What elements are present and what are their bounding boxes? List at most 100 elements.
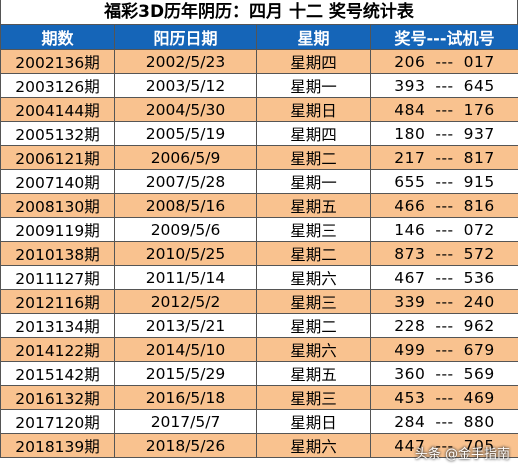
test-number: 962 [463,316,495,335]
cell-date: 2015/5/29 [114,361,257,386]
cell-date: 2011/5/14 [114,265,257,290]
number-separator: --- [435,436,454,455]
cell-numbers: 447 --- 705 [370,433,518,458]
number-separator: --- [435,52,454,71]
test-number: 469 [463,388,495,407]
table-row: 2005132期 2005/5/19 星期四 180 --- 937 [0,121,518,146]
table-row: 2014122期 2014/5/10 星期六 499 --- 679 [0,337,518,362]
cell-period: 2004144期 [0,97,115,122]
cell-numbers: 393 --- 645 [370,73,518,98]
table-body: 2002136期 2002/5/23 星期四 206 --- 017 2003126期 200… [0,49,518,458]
prize-number: 217 [394,148,426,167]
prize-number: 466 [394,196,426,215]
column-header-period: 期数 [0,24,115,50]
test-number: 176 [463,100,495,119]
cell-weekday: 星期五 [256,361,371,386]
lottery-table: 期数 阳历日期 星期 奖号---试机号 2002136期 2002/5/23 星期四… [0,24,518,458]
number-separator: --- [435,148,454,167]
cell-numbers: 453 --- 469 [370,385,518,410]
prize-number: 484 [394,100,426,119]
table-row: 2018139期 2018/5/26 星期六 447 --- 705 [0,433,518,458]
test-number: 705 [463,436,495,455]
test-number: 645 [463,76,495,95]
cell-period: 2002136期 [0,49,115,74]
table-row: 2008130期 2008/5/16 星期五 466 --- 816 [0,193,518,218]
cell-period: 2011127期 [0,265,115,290]
number-separator: --- [435,76,454,95]
table-row: 2011127期 2011/5/14 星期六 467 --- 536 [0,265,518,290]
test-number: 915 [463,172,495,191]
number-separator: --- [435,100,454,119]
cell-weekday: 星期六 [256,433,371,458]
table-row: 2009119期 2009/5/6 星期三 146 --- 072 [0,217,518,242]
cell-weekday: 星期六 [256,337,371,362]
column-header-date: 阳历日期 [114,24,257,50]
cell-date: 2017/5/7 [114,409,257,434]
prize-number: 228 [394,316,426,335]
watermark: 头条 @金手指南 [414,447,510,462]
number-separator: --- [435,292,454,311]
table-row: 2015142期 2015/5/29 星期五 360 --- 569 [0,361,518,386]
number-separator: --- [435,268,454,287]
cell-period: 2014122期 [0,337,115,362]
prize-number: 499 [394,340,426,359]
table-row: 2004144期 2004/5/30 星期日 484 --- 176 [0,97,518,122]
table-row: 2003126期 2003/5/12 星期一 393 --- 645 [0,73,518,98]
cell-date: 2003/5/12 [114,73,257,98]
cell-period: 2018139期 [0,433,115,458]
prize-number: 146 [394,220,426,239]
cell-numbers: 217 --- 817 [370,145,518,170]
column-header-numbers: 奖号---试机号 [370,24,518,50]
cell-date: 2009/5/6 [114,217,257,242]
page-title: 福彩3D历年阴历：四月 十二 奖号统计表 [0,0,518,24]
table-row: 2016132期 2016/5/18 星期三 453 --- 469 [0,385,518,410]
number-separator: --- [435,388,454,407]
test-number: 240 [463,292,495,311]
number-separator: --- [435,364,454,383]
cell-period: 2006121期 [0,145,115,170]
cell-date: 2014/5/10 [114,337,257,362]
cell-numbers: 499 --- 679 [370,337,518,362]
cell-date: 2004/5/30 [114,97,257,122]
table-row: 2012116期 2012/5/2 星期三 339 --- 240 [0,289,518,314]
cell-period: 2013134期 [0,313,115,338]
number-separator: --- [435,196,454,215]
table-row: 2010138期 2010/5/25 星期二 873 --- 572 [0,241,518,266]
cell-date: 2005/5/19 [114,121,257,146]
cell-date: 2018/5/26 [114,433,257,458]
cell-numbers: 284 --- 880 [370,409,518,434]
cell-period: 2009119期 [0,217,115,242]
table-row: 2006121期 2006/5/9 星期二 217 --- 817 [0,145,518,170]
number-separator: --- [435,412,454,431]
cell-date: 2010/5/25 [114,241,257,266]
number-separator: --- [435,220,454,239]
cell-numbers: 466 --- 816 [370,193,518,218]
cell-numbers: 180 --- 937 [370,121,518,146]
cell-weekday: 星期二 [256,313,371,338]
cell-period: 2016132期 [0,385,115,410]
cell-weekday: 星期五 [256,193,371,218]
cell-date: 2012/5/2 [114,289,257,314]
cell-date: 2013/5/21 [114,313,257,338]
cell-numbers: 873 --- 572 [370,241,518,266]
prize-number: 180 [394,124,426,143]
cell-numbers: 655 --- 915 [370,169,518,194]
test-number: 816 [463,196,495,215]
test-number: 572 [463,244,495,263]
cell-numbers: 467 --- 536 [370,265,518,290]
table-row: 2017120期 2017/5/7 星期日 284 --- 880 [0,409,518,434]
prize-number: 206 [394,52,426,71]
number-separator: --- [435,316,454,335]
cell-weekday: 星期一 [256,73,371,98]
table-row: 2002136期 2002/5/23 星期四 206 --- 017 [0,49,518,74]
cell-weekday: 星期一 [256,169,371,194]
prize-number: 453 [394,388,426,407]
cell-numbers: 228 --- 962 [370,313,518,338]
cell-weekday: 星期日 [256,409,371,434]
cell-weekday: 星期日 [256,97,371,122]
cell-weekday: 星期二 [256,241,371,266]
prize-number: 873 [394,244,426,263]
test-number: 817 [463,148,495,167]
table-header-row: 期数 阳历日期 星期 奖号---试机号 [0,24,518,50]
cell-period: 2003126期 [0,73,115,98]
